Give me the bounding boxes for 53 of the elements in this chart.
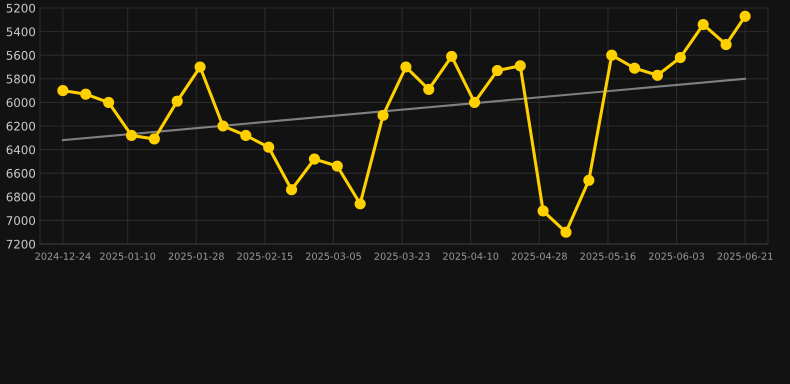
x-tick-label: 2025-02-15 (237, 252, 292, 260)
x-tick-label: 2025-01-10 (100, 252, 156, 260)
x-tick-label: 2025-06-03 (648, 252, 704, 260)
x-tick-label: 2025-04-28 (512, 252, 567, 260)
point (629, 62, 640, 74)
point (446, 50, 458, 62)
x-tick-label: 2025-05-16 (580, 252, 636, 260)
point (172, 96, 183, 107)
point (240, 130, 252, 141)
y-tick-label: 5800 (6, 74, 36, 84)
point (423, 84, 434, 95)
point (354, 198, 366, 210)
y-tick-label: 6600 (6, 168, 36, 178)
point (720, 39, 732, 50)
point (263, 142, 274, 153)
point (126, 130, 138, 141)
y-tick-label: 6800 (6, 192, 36, 202)
point (560, 226, 572, 238)
point (468, 96, 480, 108)
point (652, 70, 664, 81)
point (400, 61, 412, 73)
point (583, 174, 594, 186)
x-tick-label: 2025-04-10 (443, 252, 498, 260)
point (148, 133, 160, 145)
y-tick-label: 5200 (6, 4, 36, 13)
y-tick-label: 6200 (6, 122, 36, 131)
point (514, 60, 526, 72)
y-tick-label: 6400 (6, 145, 36, 154)
point (674, 52, 686, 64)
point (377, 110, 389, 121)
point (286, 184, 298, 196)
x-tick-label: 2025-03-23 (374, 252, 430, 260)
y-tick-label: 5600 (6, 50, 36, 60)
y-tick-label: 6000 (6, 98, 36, 108)
point (538, 205, 549, 217)
point (308, 153, 320, 165)
y-tick-label: 7000 (6, 216, 36, 226)
x-tick-label: 2025-03-05 (306, 252, 361, 260)
point (492, 64, 503, 76)
point (194, 61, 206, 73)
y-tick-label: 5400 (6, 27, 36, 36)
point (740, 10, 751, 22)
x-tick-label: 2024-12-24 (35, 252, 91, 260)
point (698, 18, 709, 30)
point (217, 120, 229, 132)
point (80, 88, 92, 100)
point (57, 85, 68, 96)
point (103, 96, 114, 108)
point (332, 160, 343, 172)
x-tick-label: 2025-06-21 (718, 252, 772, 260)
point (606, 50, 618, 61)
y-tick-label: 7200 (6, 240, 36, 249)
x-tick-label: 2025-01-28 (168, 252, 224, 260)
